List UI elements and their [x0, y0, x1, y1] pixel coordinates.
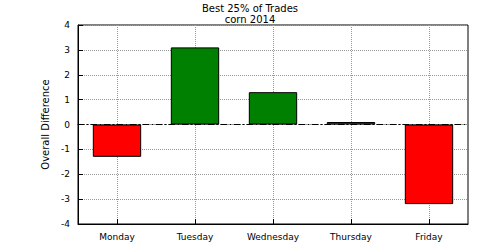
svg-text:Wednesday: Wednesday [247, 232, 300, 242]
svg-text:Tuesday: Tuesday [176, 232, 214, 242]
svg-text:1: 1 [64, 95, 70, 105]
svg-text:Monday: Monday [99, 232, 135, 242]
svg-text:3: 3 [64, 45, 70, 55]
svg-text:Overall Difference: Overall Difference [40, 79, 51, 169]
svg-text:-3: -3 [61, 194, 70, 204]
svg-text:Friday: Friday [415, 232, 443, 242]
svg-text:-4: -4 [61, 219, 70, 229]
svg-text:-2: -2 [61, 169, 70, 179]
svg-text:4: 4 [64, 20, 70, 30]
svg-text:-1: -1 [61, 144, 70, 154]
svg-text:0: 0 [64, 120, 70, 130]
svg-text:Best 25% of Trades: Best 25% of Trades [202, 3, 298, 14]
svg-text:corn 2014: corn 2014 [225, 14, 276, 25]
svg-text:Thursday: Thursday [329, 232, 373, 242]
svg-text:2: 2 [64, 70, 70, 80]
